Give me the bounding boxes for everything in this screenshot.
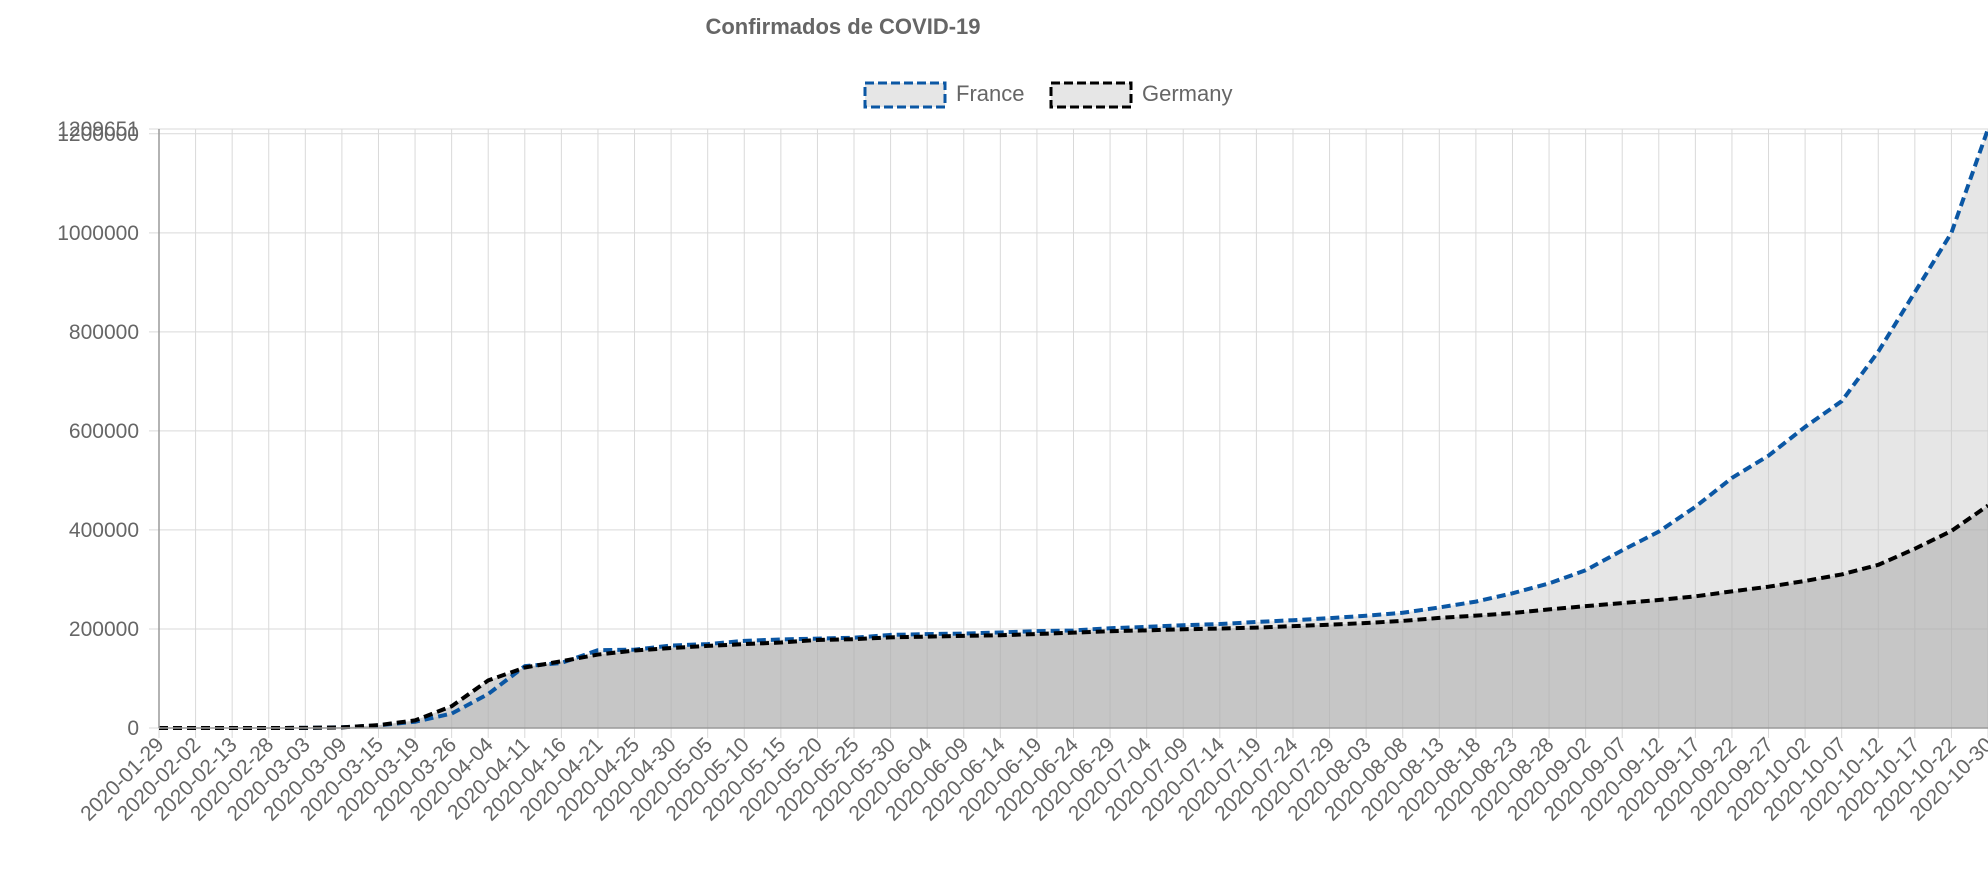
legend-label-france: France	[956, 81, 1024, 106]
y-tick-label: 1200000	[57, 123, 139, 146]
axes	[158, 129, 1988, 729]
y-tick-label: 200000	[69, 618, 139, 641]
chart-title: Confirmados de COVID-19	[705, 14, 980, 39]
y-tick-label: 400000	[69, 519, 139, 542]
y-tick-label: 800000	[69, 321, 139, 344]
series-area-germany	[159, 505, 1988, 728]
y-tick-label: 600000	[69, 420, 139, 443]
series-line-france	[158, 128, 1988, 730]
legend-label-germany: Germany	[1142, 81, 1232, 106]
series-areas	[159, 129, 1988, 728]
series-lines	[158, 128, 1988, 730]
series-area-france	[159, 129, 1988, 728]
legend-item-germany[interactable]: Germany	[1049, 81, 1232, 109]
y-tick-label: 0	[127, 717, 139, 740]
y-tick-label: 1000000	[57, 222, 139, 245]
y-axis-ticks: 0 200000 400000 600000 800000 1000000 12000001…	[57, 118, 139, 740]
legend: France Germany	[863, 81, 1232, 109]
series-line-germany	[158, 503, 1988, 730]
y-tick-label: 1209651	[57, 118, 139, 141]
x-axis-ticks: 2020-01-292020-02-022020-02-132020-02-28…	[76, 733, 1988, 825]
legend-item-france[interactable]: France	[863, 81, 1024, 109]
legend-swatch-germany	[1049, 81, 1133, 109]
legend-swatch-france	[863, 81, 947, 109]
